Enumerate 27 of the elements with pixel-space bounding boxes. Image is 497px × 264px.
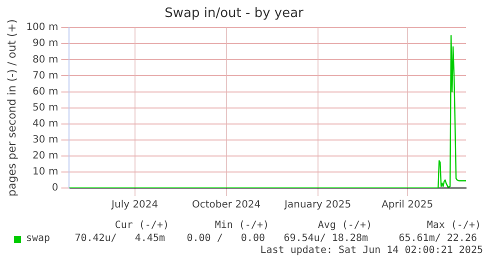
text: 0.00 / 0.00 [186,233,265,244]
y-tick-label: 0 [52,182,58,194]
text: Max (-/+) [426,220,481,231]
chart-title: Swap in/out - by year [164,6,304,22]
y-tick-label: 70 m [32,70,58,82]
text: Cur (-/+) [114,220,169,231]
y-tick-label: 100 m [26,22,58,34]
y-tick-label: 30 m [32,134,58,146]
text: Min (-/+) [214,220,269,231]
text: Last update: Sat Jun 14 02:00:21 2025 [260,245,483,256]
x-tick-label: October 2024 [192,200,261,211]
y-tick-label: 40 m [32,118,58,130]
y-tick-label: 50 m [32,102,58,114]
y-axis-title: pages per second in (-) / out (+) [5,19,18,196]
y-tick-label: 90 m [32,38,58,50]
text: 69.54u/ 18.28m [284,233,368,244]
y-tick-label: 60 m [32,86,58,98]
x-tick-label: January 2025 [284,200,352,211]
x-tick-label: April 2025 [382,200,434,211]
text: 70.42u/ 4.45m [74,233,165,244]
x-tick-label: July 2024 [110,200,158,211]
y-tick-label: 20 m [32,150,58,162]
y-tick-label: 80 m [32,54,58,66]
text: 65.61m/ 22.26 [398,233,477,244]
legend-label: swap [26,233,50,244]
text: Avg (-/+) [318,220,372,231]
y-tick-label: 10 m [32,166,58,178]
